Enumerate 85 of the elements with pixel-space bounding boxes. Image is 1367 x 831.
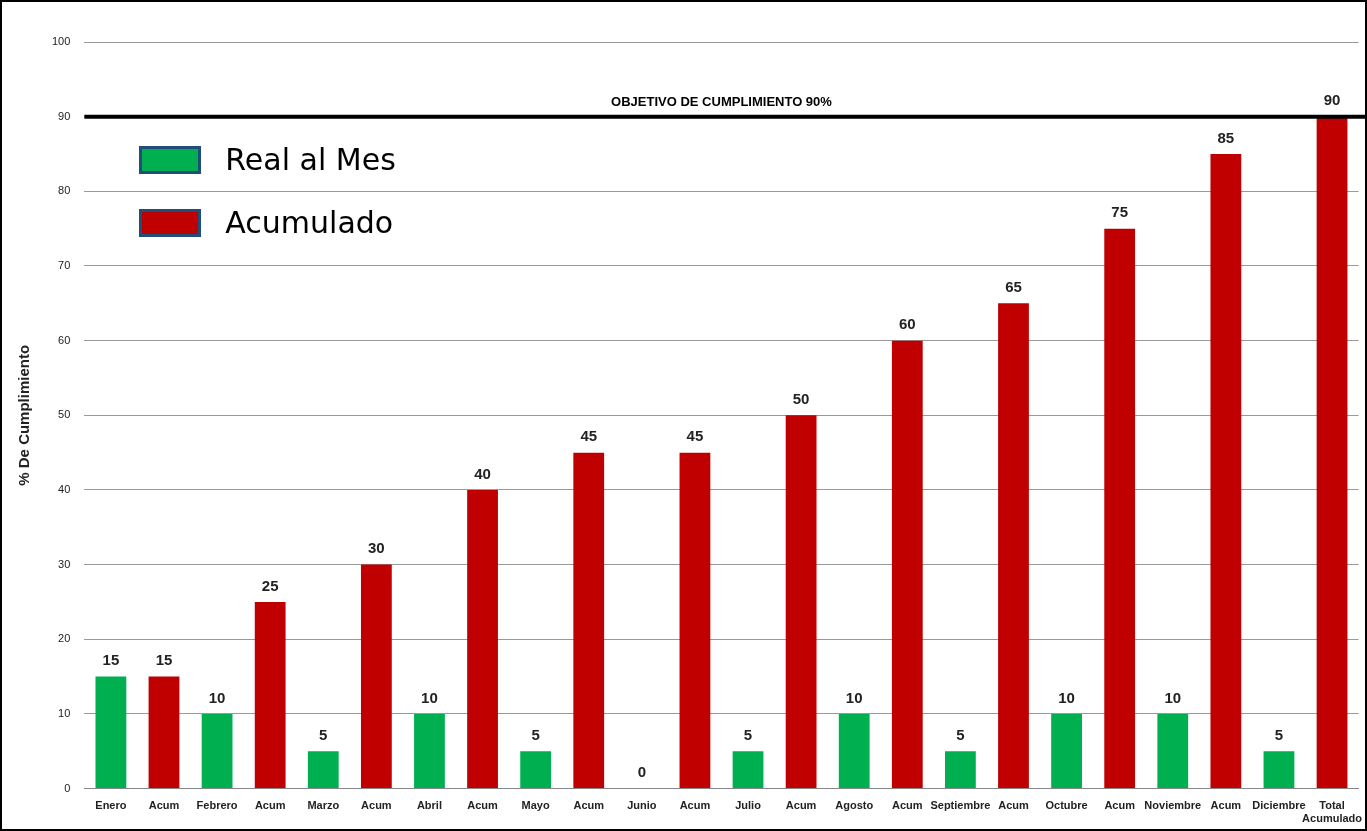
bar bbox=[360, 564, 392, 789]
data-label: 10 bbox=[845, 688, 863, 706]
data-label: 75 bbox=[1111, 203, 1129, 221]
bar bbox=[201, 713, 233, 789]
x-tick-label: Acum bbox=[892, 799, 923, 812]
x-tick-label: Mayo bbox=[521, 799, 550, 812]
bar bbox=[307, 751, 339, 789]
y-tick-label: 30 bbox=[58, 557, 71, 570]
bar bbox=[573, 452, 605, 789]
bar bbox=[1210, 153, 1242, 789]
x-tick-label: Enero bbox=[95, 799, 127, 812]
legend-label: Acumulado bbox=[225, 205, 394, 240]
data-label: 0 bbox=[637, 763, 647, 781]
data-label: 15 bbox=[102, 651, 120, 669]
data-label: 45 bbox=[580, 427, 598, 445]
y-tick-label: 50 bbox=[58, 408, 71, 421]
x-tick-label: Acum bbox=[467, 799, 499, 812]
data-label: 50 bbox=[792, 389, 810, 407]
x-tick-label: Marzo bbox=[307, 799, 340, 812]
data-label: 15 bbox=[155, 651, 173, 669]
x-tick-label: Junio bbox=[627, 799, 657, 812]
bar bbox=[679, 452, 711, 789]
data-label: 5 bbox=[319, 725, 328, 743]
bar bbox=[785, 415, 817, 789]
data-label: 10 bbox=[208, 688, 226, 706]
y-tick-label: 70 bbox=[58, 259, 71, 272]
x-tick-label: Acum bbox=[573, 799, 605, 812]
x-tick-label: Acum bbox=[679, 799, 711, 812]
bar bbox=[467, 489, 498, 789]
x-tick-label: Octubre bbox=[1045, 799, 1088, 812]
bar bbox=[998, 303, 1029, 789]
data-label: 25 bbox=[261, 576, 279, 594]
y-tick-label: 90 bbox=[58, 109, 71, 122]
bar bbox=[732, 751, 764, 789]
data-label: 60 bbox=[898, 315, 916, 333]
bar bbox=[414, 713, 445, 789]
data-label: 10 bbox=[1058, 688, 1075, 706]
bar bbox=[95, 676, 127, 789]
bar bbox=[254, 601, 286, 789]
x-tick-label: Abril bbox=[416, 799, 442, 812]
x-tick-label: Acum bbox=[1104, 799, 1136, 812]
y-tick-label: 0 bbox=[64, 781, 71, 794]
y-tick-label: 100 bbox=[51, 35, 71, 48]
data-label: 30 bbox=[368, 539, 385, 557]
data-label: 10 bbox=[1164, 688, 1182, 706]
data-label: 10 bbox=[421, 688, 438, 706]
x-tick-label: Diciembre bbox=[1252, 799, 1306, 812]
y-tick-label: 20 bbox=[58, 632, 71, 645]
x-tick-label: Acum bbox=[254, 799, 286, 812]
y-axis-title: % De Cumplimiento bbox=[15, 344, 33, 486]
bar bbox=[520, 751, 552, 789]
legend-label: Real al Mes bbox=[225, 142, 396, 177]
y-tick-label: 40 bbox=[58, 482, 71, 495]
y-tick-label: 10 bbox=[58, 706, 71, 719]
data-label: 5 bbox=[743, 725, 753, 743]
bar bbox=[1051, 713, 1082, 789]
data-label: 65 bbox=[1005, 277, 1022, 295]
x-tick-label: Acum bbox=[785, 799, 817, 812]
data-label: 45 bbox=[686, 427, 704, 445]
x-tick-label: Septiembre bbox=[930, 799, 991, 812]
x-tick-label: Julio bbox=[735, 799, 762, 812]
bar bbox=[1104, 228, 1136, 789]
bar bbox=[148, 676, 180, 789]
bar bbox=[891, 340, 923, 789]
data-label: 5 bbox=[531, 725, 540, 743]
bar bbox=[838, 713, 870, 789]
bar bbox=[1263, 751, 1295, 789]
x-tick-label: Acum bbox=[361, 799, 392, 812]
data-label: 85 bbox=[1217, 128, 1235, 146]
x-tick-label: Noviembre bbox=[1144, 799, 1202, 812]
data-label: 40 bbox=[474, 464, 491, 482]
data-label: 5 bbox=[956, 725, 965, 743]
x-tick-label: Acum bbox=[148, 799, 180, 812]
y-tick-label: 80 bbox=[58, 184, 71, 197]
data-label: 90 bbox=[1323, 91, 1341, 109]
bar bbox=[1316, 116, 1348, 789]
bar bbox=[1157, 713, 1189, 789]
y-tick-label: 60 bbox=[58, 333, 71, 346]
ref-line-label: OBJETIVO DE CUMPLIMIENTO 90% bbox=[611, 93, 833, 109]
data-label: 5 bbox=[1274, 725, 1284, 743]
x-tick-label: Acum bbox=[998, 799, 1029, 812]
bar bbox=[945, 751, 976, 789]
x-tick-label: Acum bbox=[1210, 799, 1242, 812]
x-tick-label: Agosto bbox=[835, 799, 874, 812]
x-tick-label: Febrero bbox=[196, 799, 238, 812]
